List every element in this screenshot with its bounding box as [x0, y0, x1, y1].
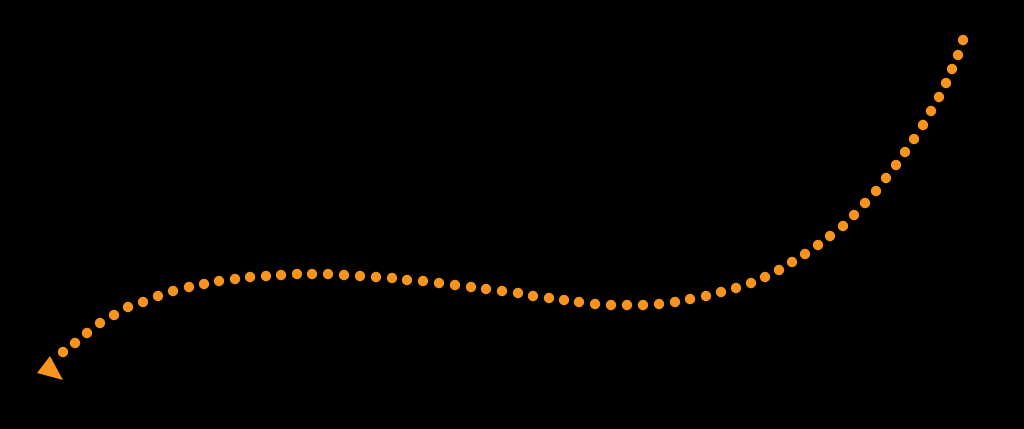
curve-dot — [786, 256, 798, 268]
curve-dot — [152, 290, 164, 302]
curve-dot — [940, 77, 952, 89]
curve-dot — [745, 277, 757, 289]
curve-dot — [512, 287, 524, 299]
curve-dot — [122, 301, 134, 313]
curve-dot — [730, 282, 742, 294]
curve-dot — [370, 271, 382, 283]
curve-dot — [480, 283, 492, 295]
curve-dot — [543, 292, 555, 304]
curve-dot — [465, 281, 477, 293]
curve-dot — [229, 273, 241, 285]
curve-dot — [275, 269, 287, 281]
curve-dot — [306, 268, 318, 280]
arrowhead-icon — [37, 356, 63, 380]
curve-dot — [386, 272, 398, 284]
curve-dot — [870, 185, 882, 197]
curve-dot — [899, 146, 911, 158]
curve-dot — [401, 274, 413, 286]
curve-dot — [925, 105, 937, 117]
curve-dot — [527, 290, 539, 302]
curve-dot — [213, 275, 225, 287]
curve-dot — [848, 209, 860, 221]
curve-dot — [957, 34, 969, 46]
curve-dot — [621, 299, 633, 311]
curve-dot — [799, 248, 811, 260]
curve-dot — [589, 298, 601, 310]
curve-dot — [700, 290, 712, 302]
curve-dot — [824, 230, 836, 242]
curve-dot — [183, 281, 195, 293]
curve-dot — [558, 294, 570, 306]
curve-dot — [890, 159, 902, 171]
curve-dot — [573, 296, 585, 308]
curve-dots-group — [57, 34, 969, 358]
curve-dot — [837, 220, 849, 232]
curve-dot — [812, 239, 824, 251]
curve-dot — [81, 327, 93, 339]
curve-dot — [449, 279, 461, 291]
curve-dot — [417, 275, 429, 287]
curve-dot — [496, 285, 508, 297]
curve-dot — [917, 119, 929, 131]
curve-dot — [167, 285, 179, 297]
curve-dot — [57, 346, 69, 358]
curve-dot — [108, 309, 120, 321]
curve-dot — [198, 278, 210, 290]
curve-dot — [880, 172, 892, 184]
curve-dot — [137, 296, 149, 308]
curve-dot — [637, 299, 649, 311]
curve-dot — [684, 293, 696, 305]
curve-dot — [715, 286, 727, 298]
curve-dot — [354, 270, 366, 282]
curve-dot — [338, 269, 350, 281]
curve-dot — [946, 63, 958, 75]
curve-dot — [433, 277, 445, 289]
curve-dot — [859, 197, 871, 209]
curve-dot — [94, 317, 106, 329]
curve-dot — [322, 268, 334, 280]
curve-dot — [669, 296, 681, 308]
curve-dot — [759, 271, 771, 283]
curve-dot — [244, 271, 256, 283]
curve-dot — [69, 337, 81, 349]
curve-dot — [933, 91, 945, 103]
curve-dot — [260, 270, 272, 282]
curve-dot — [773, 264, 785, 276]
curve-dot — [291, 268, 303, 280]
curve-dot — [952, 49, 964, 61]
curve-dot — [908, 133, 920, 145]
curve-dot — [605, 299, 617, 311]
curve-dot — [653, 298, 665, 310]
